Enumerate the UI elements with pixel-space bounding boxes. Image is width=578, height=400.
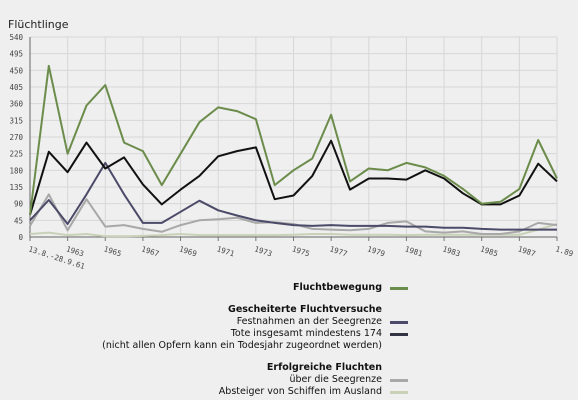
chart-title: Flüchtlinge — [8, 18, 69, 31]
x-tick-label: 1965 — [103, 244, 123, 258]
legend-swatch — [390, 332, 408, 336]
x-tick-label: 1971 — [216, 244, 236, 258]
x-tick-label: 1985 — [479, 244, 499, 258]
x-tick-label: 1975 — [291, 244, 311, 258]
y-tick-label: 225 — [9, 150, 23, 159]
series-line-festnahmen-an-der-seegrenze — [29, 161, 557, 231]
legend-swatch — [390, 390, 408, 394]
series-line-absteiger-von-schiffen-im-ausland — [29, 223, 558, 238]
series-line-black — [29, 139, 558, 216]
legend-heading: Erfolgreiche Fluchten — [266, 362, 382, 373]
y-tick-label: 360 — [9, 100, 23, 109]
x-tick-label: 1973 — [253, 244, 273, 258]
legend: Fluchtbewegung Gescheiterte Fluchtversuc… — [102, 282, 408, 398]
legend-swatch — [390, 320, 408, 324]
x-tick-label: 1967 — [140, 244, 160, 258]
legend-item-absteiger: Absteiger von Schiffen im Ausland — [102, 386, 408, 398]
legend-heading-gescheitert: Gescheiterte Fluchtversuche — [102, 304, 408, 316]
legend-heading-erfolgreich: Erfolgreiche Fluchten — [102, 362, 408, 374]
series-line-fluchtbewegung — [29, 64, 558, 215]
y-tick-label: 450 — [9, 66, 23, 75]
legend-item-festnahmen: Festnahmen an der Seegrenze — [102, 316, 408, 328]
y-tick-label: 315 — [9, 116, 23, 125]
x-tick-label: 1981 — [404, 244, 424, 258]
y-tick-label: 0 — [18, 233, 23, 242]
y-tick-label: 135 — [9, 183, 23, 192]
legend-note-text: (nicht allen Opfern kann ein Todesjahr z… — [102, 340, 382, 351]
y-tick-label: 270 — [9, 133, 23, 142]
x-tick-label: 1979 — [366, 244, 386, 258]
x-tick-label: 1.89 -11.89 — [554, 244, 578, 268]
x-tick-label: 1983 — [441, 244, 461, 258]
legend-swatch — [390, 378, 408, 382]
y-tick-label: 405 — [9, 83, 23, 92]
y-tick-label: 495 — [9, 50, 23, 59]
legend-label: Fluchtbewegung — [292, 282, 382, 293]
legend-item-seegrenze: über die Seegrenze — [102, 374, 408, 386]
y-tick-label: 45 — [14, 216, 23, 225]
legend-swatch — [390, 286, 408, 290]
y-tick-label: 180 — [9, 166, 23, 175]
legend-heading: Gescheiterte Fluchtversuche — [228, 304, 382, 315]
legend-label: Absteiger von Schiffen im Ausland — [218, 386, 382, 397]
x-tick-label: 1977 — [329, 244, 349, 258]
legend-label: Tote insgesamt mindestens 174 — [230, 328, 382, 339]
legend-item-tote: Tote insgesamt mindestens 174 — [102, 328, 408, 340]
legend-note: (nicht allen Opfern kann ein Todesjahr z… — [102, 340, 408, 352]
y-tick-label: 90 — [14, 200, 24, 209]
legend-item-fluchtbewegung: Fluchtbewegung — [102, 282, 408, 294]
y-tick-label: 540 — [9, 33, 23, 42]
legend-label: Festnahmen an der Seegrenze — [236, 316, 382, 327]
series-line--ber-die-seegrenze — [29, 193, 558, 235]
x-tick-label: 1987 — [517, 244, 537, 258]
legend-label: über die Seegrenze — [289, 374, 383, 385]
x-tick-label: 1969 — [178, 244, 198, 258]
